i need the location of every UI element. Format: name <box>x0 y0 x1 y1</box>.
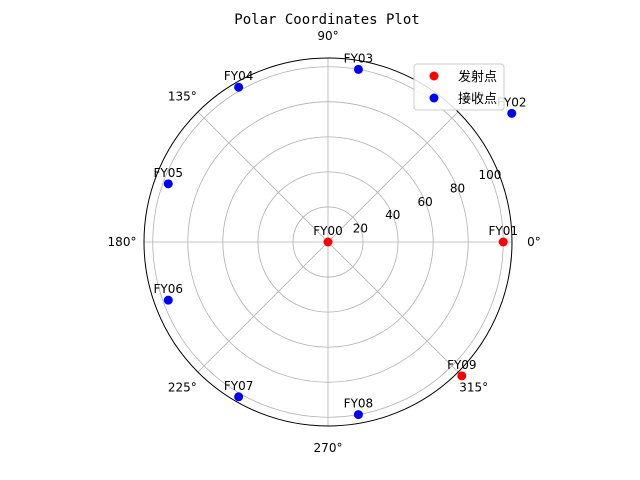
radial-tick-label: 60 <box>417 195 432 209</box>
data-point <box>234 82 244 92</box>
angle-tick-label: 90° <box>317 29 338 43</box>
point-label: FY01 <box>488 224 518 238</box>
point-label: FY00 <box>313 224 343 238</box>
data-point <box>163 295 173 305</box>
point-label: FY09 <box>447 358 477 372</box>
angle-tick-label: 180° <box>108 235 137 249</box>
angle-tick-label: 270° <box>314 441 343 455</box>
angular-gridline <box>327 111 459 243</box>
data-point <box>163 179 173 189</box>
angle-tick-label: 0° <box>527 235 541 249</box>
angle-tick-label: 315° <box>459 381 488 395</box>
angular-gridline <box>197 111 329 243</box>
angular-gridline <box>327 241 459 373</box>
polar-frame <box>143 57 513 427</box>
data-point <box>323 237 333 247</box>
data-point <box>457 371 467 381</box>
point-label: FY07 <box>224 379 254 393</box>
radial-tick-label: 20 <box>353 222 368 236</box>
angular-gridline <box>197 241 329 373</box>
point-label: FY05 <box>154 166 184 180</box>
data-point <box>507 108 517 118</box>
radial-tick-label: 100 <box>478 168 501 182</box>
legend-label: 发射点 <box>458 69 497 85</box>
data-point <box>498 237 508 247</box>
legend-marker <box>429 71 439 81</box>
radial-tick-label: 40 <box>385 208 400 222</box>
grid-layer <box>144 58 512 426</box>
angle-tick-label: 135° <box>168 89 197 103</box>
angle-tick-label: 225° <box>168 381 197 395</box>
data-point <box>353 410 363 420</box>
point-label: FY08 <box>344 397 374 411</box>
legend-marker <box>429 93 439 103</box>
point-label: FY04 <box>224 69 254 83</box>
chart-title: Polar Coordinates Plot <box>234 12 419 28</box>
radial-tick-label: 80 <box>450 181 465 195</box>
data-point <box>353 64 363 74</box>
point-label: FY03 <box>344 51 374 65</box>
legend-label: 接收点 <box>458 91 497 107</box>
point-label: FY06 <box>154 282 184 296</box>
data-point <box>234 392 244 402</box>
